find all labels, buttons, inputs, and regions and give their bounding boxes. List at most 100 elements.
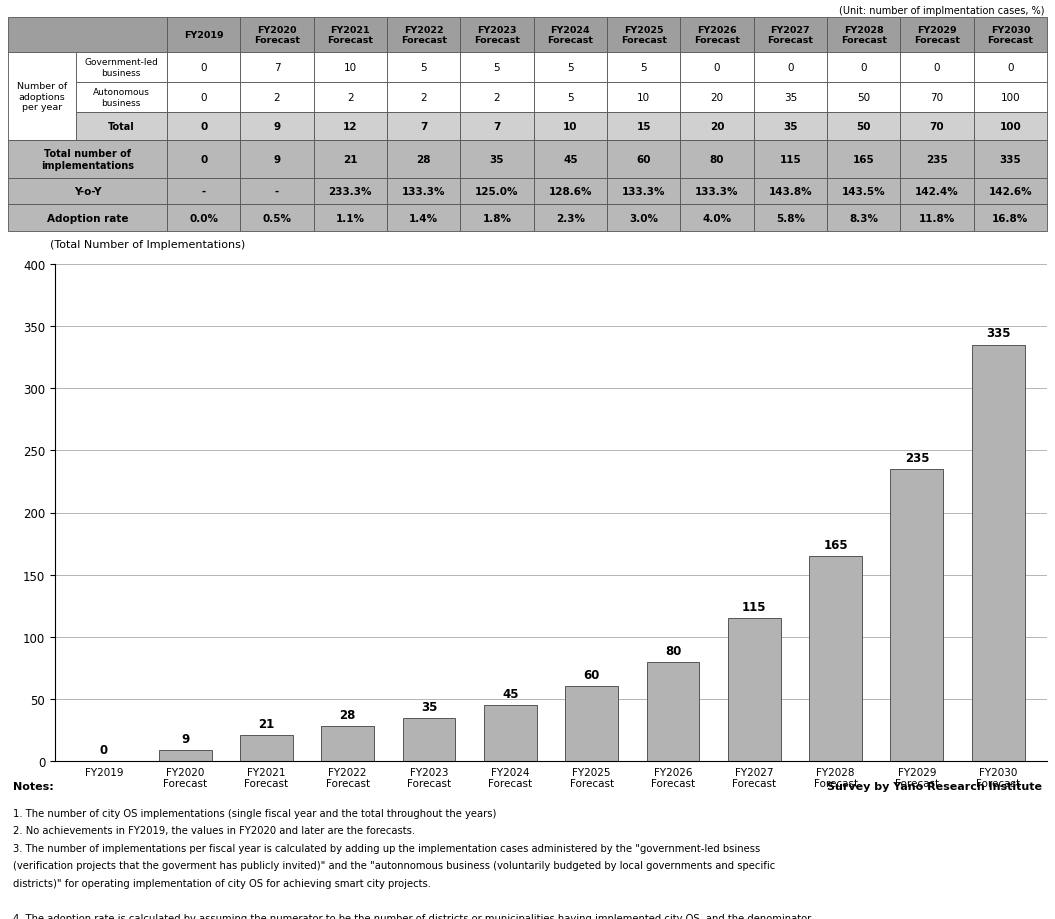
Bar — [607, 141, 680, 179]
Bar — [974, 141, 1047, 179]
Text: 125.0%: 125.0% — [475, 187, 519, 197]
Bar — [460, 83, 534, 113]
Text: FY2023
Forecast: FY2023 Forecast — [474, 26, 520, 45]
Text: 5.8%: 5.8% — [775, 213, 805, 223]
Bar — [167, 141, 241, 179]
Text: FY2027
Forecast: FY2027 Forecast — [767, 26, 813, 45]
Bar — [753, 141, 827, 179]
Text: 0: 0 — [200, 122, 207, 131]
Text: FY2028
Forecast: FY2028 Forecast — [841, 26, 886, 45]
Text: FY2024
Forecast: FY2024 Forecast — [548, 26, 593, 45]
Bar — [313, 83, 387, 113]
Bar — [827, 18, 900, 53]
Bar — [728, 618, 781, 761]
Text: 0.5%: 0.5% — [263, 213, 291, 223]
Text: 0: 0 — [787, 62, 793, 73]
Bar — [827, 141, 900, 179]
Text: 233.3%: 233.3% — [328, 187, 372, 197]
Text: 9: 9 — [273, 154, 281, 165]
Bar — [974, 53, 1047, 83]
Bar — [900, 141, 974, 179]
Bar — [827, 83, 900, 113]
Text: 0: 0 — [200, 62, 207, 73]
Text: Survey by Yano Research Institute: Survey by Yano Research Institute — [827, 781, 1041, 791]
Bar — [460, 179, 534, 205]
Bar — [387, 18, 460, 53]
Bar — [167, 205, 241, 232]
Text: 0: 0 — [200, 93, 207, 103]
Text: 60: 60 — [636, 154, 651, 165]
Bar — [241, 141, 313, 179]
Bar — [827, 179, 900, 205]
Bar — [76, 113, 167, 141]
Bar — [974, 179, 1047, 205]
Bar — [753, 205, 827, 232]
Text: Adoption rate: Adoption rate — [46, 213, 129, 223]
Bar — [607, 83, 680, 113]
Bar — [974, 205, 1047, 232]
Bar — [680, 141, 753, 179]
Text: 12: 12 — [343, 122, 358, 131]
Text: 143.5%: 143.5% — [842, 187, 885, 197]
Text: 2.3%: 2.3% — [556, 213, 584, 223]
Bar — [241, 179, 313, 205]
Bar — [534, 53, 607, 83]
Text: -: - — [202, 187, 206, 197]
Bar — [167, 179, 241, 205]
Text: 4.0%: 4.0% — [703, 213, 731, 223]
Bar — [387, 113, 460, 141]
Bar — [403, 718, 456, 761]
Text: 133.3%: 133.3% — [402, 187, 445, 197]
Text: 45: 45 — [563, 154, 578, 165]
Bar — [534, 83, 607, 113]
Text: Total number of
implementations: Total number of implementations — [41, 149, 134, 171]
Bar — [76, 53, 167, 83]
Text: 0.0%: 0.0% — [189, 213, 218, 223]
Bar — [607, 53, 680, 83]
Text: 115: 115 — [780, 154, 801, 165]
Bar — [167, 53, 241, 83]
Bar — [534, 141, 607, 179]
Text: (verification projects that the goverment has publicly invited)" and the "autonn: (verification projects that the govermen… — [14, 860, 775, 870]
Text: FY2022
Forecast: FY2022 Forecast — [401, 26, 446, 45]
Text: 115: 115 — [742, 600, 767, 614]
Bar — [76, 83, 167, 113]
Bar — [974, 113, 1047, 141]
Text: Autonomous
business: Autonomous business — [93, 88, 150, 108]
Text: 3.0%: 3.0% — [629, 213, 658, 223]
Bar — [313, 205, 387, 232]
Bar — [565, 686, 618, 761]
Text: 1.8%: 1.8% — [482, 213, 512, 223]
Bar — [607, 179, 680, 205]
Text: 60: 60 — [583, 669, 600, 682]
Text: 35: 35 — [490, 154, 504, 165]
Bar — [387, 179, 460, 205]
Bar — [680, 83, 753, 113]
Bar — [313, 18, 387, 53]
Text: 70: 70 — [929, 122, 944, 131]
Bar — [900, 179, 974, 205]
Bar — [8, 179, 167, 205]
Bar — [680, 53, 753, 83]
Bar — [607, 18, 680, 53]
Text: 15: 15 — [636, 122, 651, 131]
Bar — [974, 18, 1047, 53]
Bar — [241, 18, 313, 53]
Text: 1. The number of city OS implementations (single fiscal year and the total throu: 1. The number of city OS implementations… — [14, 808, 497, 818]
Bar — [534, 18, 607, 53]
Text: 0: 0 — [1008, 62, 1014, 73]
Text: 21: 21 — [258, 717, 274, 730]
Text: Notes:: Notes: — [14, 781, 54, 791]
Text: 10: 10 — [344, 62, 357, 73]
Bar — [158, 750, 211, 761]
Text: 50: 50 — [857, 93, 870, 103]
Text: 7: 7 — [273, 62, 281, 73]
Bar — [387, 141, 460, 179]
Bar — [900, 18, 974, 53]
Bar — [8, 141, 167, 179]
Text: 335: 335 — [999, 154, 1021, 165]
Bar — [460, 205, 534, 232]
Text: 1.4%: 1.4% — [409, 213, 438, 223]
Bar — [460, 141, 534, 179]
Text: 80: 80 — [710, 154, 724, 165]
